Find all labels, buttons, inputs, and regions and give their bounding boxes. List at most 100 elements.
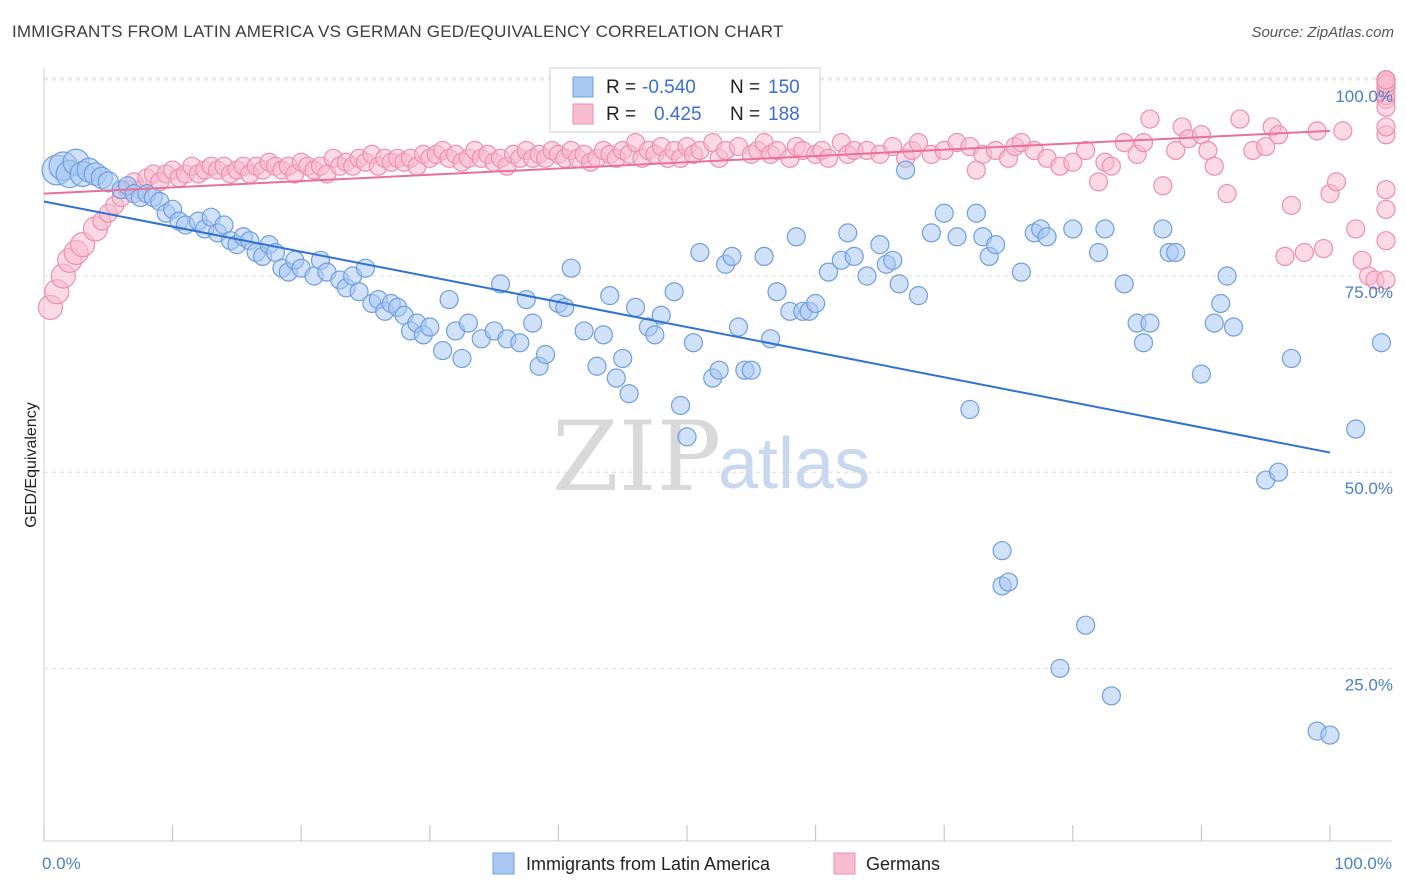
latin-america-point-142: [1191, 364, 1212, 384]
latin-america-point-106: [844, 246, 864, 267]
latin-america-point-135: [1114, 274, 1134, 294]
y-tick-label-25: 25.0%: [1345, 675, 1393, 694]
latin-america-point-107: [857, 266, 877, 286]
germans-point-166: [1326, 172, 1347, 192]
latin-america-point-146: [1223, 317, 1244, 337]
germans-point-138: [1063, 152, 1083, 172]
latin-america-points: [41, 148, 1392, 745]
stats-n-value-2: 188: [768, 104, 800, 125]
latin-america-point-111: [889, 274, 909, 294]
latin-america-point-84: [670, 395, 691, 416]
latin-america-point-59: [458, 313, 478, 333]
latin-america-point-105: [838, 223, 858, 243]
germans-point-115: [818, 148, 839, 168]
legend-label-latin-america: Immigrants from Latin America: [526, 854, 771, 874]
latin-america-point-74: [593, 325, 614, 345]
latin-america-point-122: [992, 541, 1012, 561]
latin-america-point-81: [645, 325, 665, 345]
latin-america-point-139: [1153, 219, 1173, 239]
germans-point-146: [1140, 109, 1160, 129]
latin-america-point-99: [786, 227, 806, 247]
latin-america-point-54: [420, 317, 440, 337]
germans-point-164: [1313, 238, 1334, 259]
latin-america-point-138: [1140, 313, 1160, 333]
germans-trend-line: [43, 129, 1331, 195]
latin-america-point-130: [1063, 219, 1083, 239]
germans-point-142: [1101, 156, 1121, 176]
trend-lines: [43, 129, 1331, 454]
latin-america-point-114: [921, 223, 941, 243]
latin-america-point-43: [349, 282, 369, 302]
latin-america-point-141: [1166, 242, 1186, 263]
latin-america-point-94: [741, 360, 761, 380]
latin-america-point-78: [619, 384, 639, 404]
latin-america-point-125: [1011, 262, 1031, 282]
latin-america-point-149: [1281, 348, 1302, 369]
latin-america-point-102: [805, 293, 826, 314]
latin-america-point-75: [600, 286, 620, 306]
germans-point-173: [1376, 180, 1396, 200]
latin-america-point-97: [767, 282, 787, 302]
stats-r-value-2: 0.425: [654, 104, 702, 125]
latin-america-point-62: [490, 274, 511, 294]
latin-america-point-134: [1101, 686, 1121, 706]
germans-point-148: [1166, 140, 1186, 161]
latin-america-point-116: [947, 227, 967, 247]
germans-point-161: [1281, 195, 1302, 215]
germans-point-153: [1204, 156, 1224, 176]
latin-america-point-145: [1217, 266, 1237, 286]
germans-point-159: [1268, 125, 1289, 145]
latin-america-point-56: [439, 289, 459, 310]
stats-r-label-1: R =: [606, 77, 636, 98]
germans-point-139: [1076, 140, 1096, 161]
latin-america-point-117: [960, 399, 980, 420]
germans-point-185: [1376, 231, 1396, 251]
germans-point-143: [1114, 133, 1134, 153]
germans-point-160: [1275, 246, 1295, 267]
latin-america-point-55: [433, 340, 453, 361]
latin-america-point-115: [934, 203, 954, 223]
germans-point-180: [1376, 97, 1396, 117]
latin-america-point-124: [998, 572, 1019, 592]
latin-america-point-66: [523, 313, 543, 333]
latin-america-point-77: [613, 348, 633, 369]
stats-swatch-pink: [572, 103, 594, 125]
latin-america-point-143: [1204, 313, 1224, 333]
latin-america-trend-line: [43, 200, 1331, 454]
x-tick-label-max: 100.0%: [1334, 854, 1392, 873]
latin-america-point-148: [1268, 462, 1289, 482]
latin-america-point-131: [1076, 615, 1096, 635]
stats-r-label-2: R =: [606, 104, 636, 125]
y-tick-label-75: 75.0%: [1345, 283, 1393, 302]
germans-point-154: [1217, 184, 1237, 204]
stats-swatch-blue: [572, 76, 594, 98]
latin-america-point-72: [574, 321, 594, 341]
germans-point-191: [1376, 70, 1396, 90]
latin-america-point-129: [1050, 658, 1070, 678]
stats-legend: R = -0.540 N = 150 R = 0.425 N = 188: [549, 67, 821, 133]
legend-swatch-germans: [833, 852, 856, 875]
legend-label-germans: Germans: [866, 854, 940, 874]
y-axis-title: GED/Equivalency: [23, 402, 40, 527]
y-tick-label-50: 50.0%: [1345, 479, 1393, 498]
x-tick-label-min: 0.0%: [42, 854, 81, 873]
latin-america-point-132: [1088, 242, 1109, 263]
chart-title: IMMIGRANTS FROM LATIN AMERICA VS GERMAN …: [12, 22, 784, 41]
latin-america-point-71: [561, 258, 581, 278]
stats-n-value-1: 150: [768, 77, 800, 98]
latin-america-point-113: [908, 286, 929, 306]
latin-america-point-87: [690, 242, 710, 263]
stats-n-label-2: N =: [730, 104, 760, 125]
germans-point-157: [1256, 136, 1276, 157]
latin-america-point-137: [1133, 333, 1154, 353]
stats-n-label-1: N =: [730, 77, 760, 98]
germans-point-167: [1333, 121, 1353, 141]
latin-america-point-92: [728, 317, 749, 337]
latin-america-point-83: [664, 282, 684, 302]
legend-swatch-latin-america: [492, 852, 515, 875]
latin-america-point-44: [355, 258, 376, 278]
latin-america-point-95: [754, 246, 774, 267]
latin-america-point-110: [883, 250, 903, 270]
germans-point-168: [1346, 219, 1366, 239]
